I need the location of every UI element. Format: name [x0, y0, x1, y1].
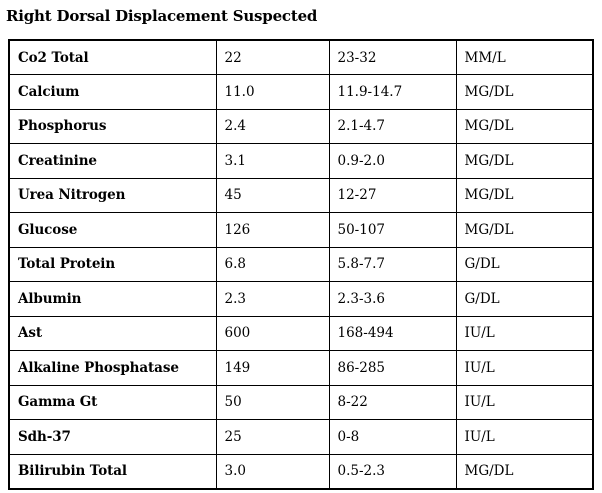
- reference-range-cell: 0.5-2.3: [328, 453, 457, 489]
- test-name-cell: Urea Nitrogen: [8, 177, 217, 213]
- unit-cell: MG/DL: [455, 453, 594, 489]
- reference-range-cell: 12-27: [328, 177, 457, 213]
- table-row: Phosphorus 2.4 2.1-4.7 MG/DL: [8, 108, 594, 144]
- reference-range-cell: 86-285: [328, 350, 457, 386]
- unit-cell: MG/DL: [455, 74, 594, 110]
- unit-cell: IU/L: [455, 419, 594, 455]
- result-value-cell: 45: [215, 177, 330, 213]
- unit-cell: IU/L: [455, 315, 594, 351]
- test-name-cell: Phosphorus: [8, 108, 217, 144]
- table-row: Alkaline Phosphatase 149 86-285 IU/L: [8, 350, 594, 386]
- unit-cell: IU/L: [455, 350, 594, 386]
- unit-cell: G/DL: [455, 246, 594, 282]
- test-name-cell: Sdh-37: [8, 419, 217, 455]
- lab-results-table-body: Co2 Total 22 23-32 MM/L Calcium 11.0 11.…: [8, 39, 594, 489]
- page-title: Right Dorsal Displacement Suspected: [6, 7, 318, 25]
- table-row: Co2 Total 22 23-32 MM/L: [8, 39, 594, 75]
- table-row: Ast 600 168-494 IU/L: [8, 315, 594, 351]
- test-name-cell: Alkaline Phosphatase: [8, 350, 217, 386]
- reference-range-cell: 8-22: [328, 384, 457, 420]
- table-row: Creatinine 3.1 0.9-2.0 MG/DL: [8, 143, 594, 179]
- test-name-cell: Creatinine: [8, 143, 217, 179]
- test-name-cell: Ast: [8, 315, 217, 351]
- result-value-cell: 3.1: [215, 143, 330, 179]
- unit-cell: IU/L: [455, 384, 594, 420]
- test-name-cell: Albumin: [8, 281, 217, 317]
- lab-results-table: Co2 Total 22 23-32 MM/L Calcium 11.0 11.…: [8, 39, 594, 490]
- test-name-cell: Calcium: [8, 74, 217, 110]
- unit-cell: MM/L: [455, 39, 594, 75]
- result-value-cell: 2.3: [215, 281, 330, 317]
- table-row: Glucose 126 50-107 MG/DL: [8, 212, 594, 248]
- result-value-cell: 25: [215, 419, 330, 455]
- test-name-cell: Co2 Total: [8, 39, 217, 75]
- test-name-cell: Bilirubin Total: [8, 453, 217, 489]
- result-value-cell: 50: [215, 384, 330, 420]
- result-value-cell: 600: [215, 315, 330, 351]
- reference-range-cell: 11.9-14.7: [328, 74, 457, 110]
- unit-cell: MG/DL: [455, 177, 594, 213]
- unit-cell: MG/DL: [455, 212, 594, 248]
- result-value-cell: 2.4: [215, 108, 330, 144]
- table-row: Sdh-37 25 0-8 IU/L: [8, 419, 594, 455]
- reference-range-cell: 0.9-2.0: [328, 143, 457, 179]
- table-row: Albumin 2.3 2.3-3.6 G/DL: [8, 281, 594, 317]
- table-row: Gamma Gt 50 8-22 IU/L: [8, 384, 594, 420]
- test-name-cell: Total Protein: [8, 246, 217, 282]
- test-name-cell: Gamma Gt: [8, 384, 217, 420]
- reference-range-cell: 168-494: [328, 315, 457, 351]
- reference-range-cell: 2.3-3.6: [328, 281, 457, 317]
- unit-cell: MG/DL: [455, 143, 594, 179]
- test-name-cell: Glucose: [8, 212, 217, 248]
- table-row: Total Protein 6.8 5.8-7.7 G/DL: [8, 246, 594, 282]
- table-row: Bilirubin Total 3.0 0.5-2.3 MG/DL: [8, 453, 594, 489]
- result-value-cell: 3.0: [215, 453, 330, 489]
- table-row: Urea Nitrogen 45 12-27 MG/DL: [8, 177, 594, 213]
- table-row: Calcium 11.0 11.9-14.7 MG/DL: [8, 74, 594, 110]
- result-value-cell: 6.8: [215, 246, 330, 282]
- result-value-cell: 149: [215, 350, 330, 386]
- reference-range-cell: 0-8: [328, 419, 457, 455]
- unit-cell: MG/DL: [455, 108, 594, 144]
- reference-range-cell: 5.8-7.7: [328, 246, 457, 282]
- reference-range-cell: 2.1-4.7: [328, 108, 457, 144]
- result-value-cell: 126: [215, 212, 330, 248]
- reference-range-cell: 23-32: [328, 39, 457, 75]
- reference-range-cell: 50-107: [328, 212, 457, 248]
- unit-cell: G/DL: [455, 281, 594, 317]
- result-value-cell: 22: [215, 39, 330, 75]
- result-value-cell: 11.0: [215, 74, 330, 110]
